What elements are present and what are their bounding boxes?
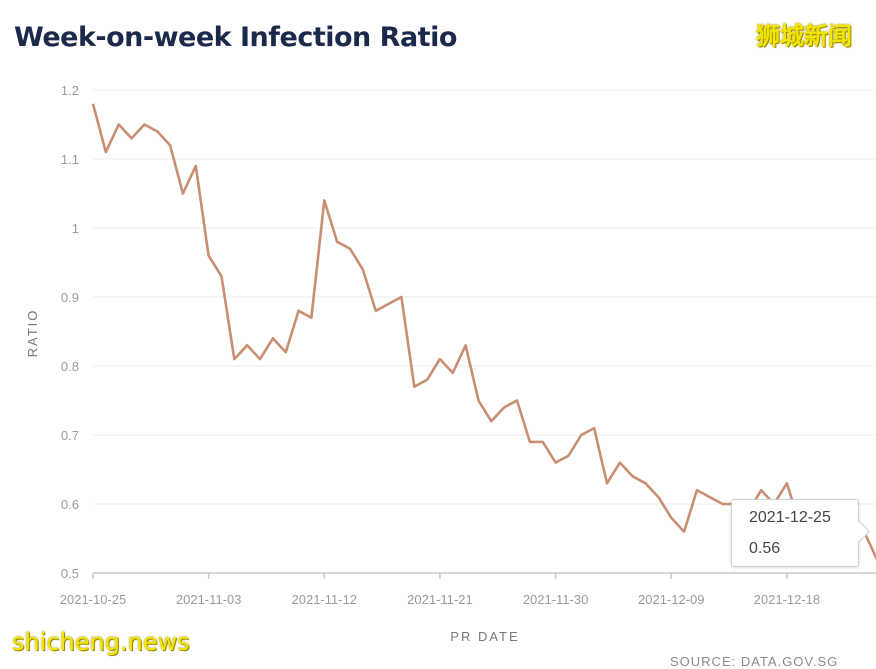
tooltip-date: 2021-12-25 <box>749 509 831 526</box>
x-tick-label: 2021-11-21 <box>407 592 473 607</box>
x-axis-title: PR DATE <box>450 629 519 644</box>
y-tick-label: 1.2 <box>61 83 79 98</box>
x-tick-label: 2021-12-09 <box>638 592 705 607</box>
y-tick-label: 0.7 <box>61 428 79 443</box>
x-tick-label: 2021-10-25 <box>60 592 127 607</box>
grid-lines <box>93 89 876 505</box>
y-axis-ticks: 0.5 0.6 0.7 0.8 0.9 1 1.1 1.2 <box>61 83 79 581</box>
x-tick-label: 2021-11-12 <box>292 592 358 607</box>
x-axis-ticks: 2021-10-25 2021-11-03 2021-11-12 2021-11-21… <box>60 573 820 607</box>
watermark-site: shicheng.news <box>12 628 190 656</box>
data-tooltip: 2021-12-25 0.56 <box>731 499 871 567</box>
y-axis-title: RATIO <box>25 309 40 358</box>
tooltip-value: 0.56 <box>749 540 781 557</box>
x-tick-label: 2021-11-30 <box>523 592 589 607</box>
y-tick-label: 0.5 <box>61 566 79 581</box>
series-line <box>91 103 876 561</box>
watermark-chinese: 狮城新闻 <box>756 22 852 50</box>
y-tick-label: 0.8 <box>61 359 79 374</box>
y-tick-label: 0.9 <box>61 290 79 305</box>
y-tick-label: 0.6 <box>61 497 79 512</box>
x-tick-label: 2021-12-18 <box>754 592 821 607</box>
y-tick-label: 1.1 <box>61 152 79 167</box>
x-tick-label: 2021-11-03 <box>176 592 242 607</box>
y-tick-label: 1 <box>72 221 79 236</box>
chart-title: Week-on-week Infection Ratio <box>14 22 457 53</box>
source-note: SOURCE: DATA.GOV.SG <box>670 654 839 669</box>
